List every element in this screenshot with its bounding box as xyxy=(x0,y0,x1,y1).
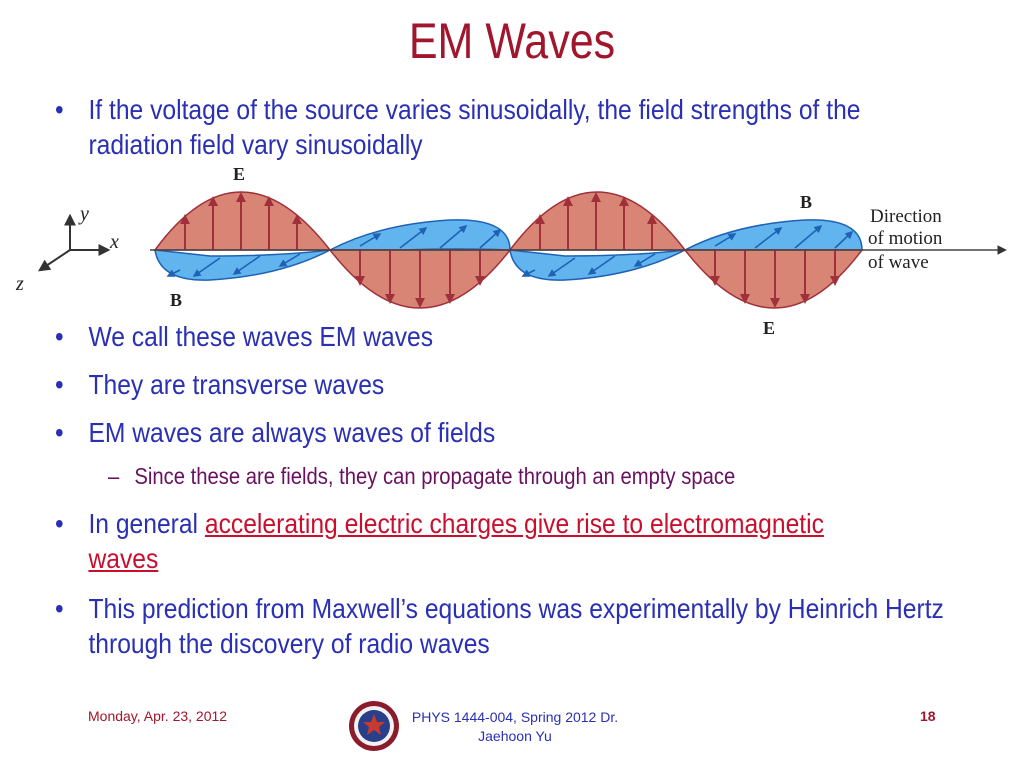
sub-bullet-empty-space: – Since these are fields, they can propa… xyxy=(108,462,970,490)
direction-label-2: of motion xyxy=(868,228,943,249)
axis-z-label: z xyxy=(15,273,24,295)
e-field-vectors xyxy=(180,192,840,308)
footer-course-line: PHYS 1444-004, Spring 2012 Dr. xyxy=(411,709,619,725)
label-b-bottom: B xyxy=(170,290,182,310)
bullet-marker: • xyxy=(55,508,64,539)
bullet-marker: • xyxy=(55,94,64,125)
axis-x-label: x xyxy=(109,231,119,253)
b-field-lobe-3 xyxy=(509,249,686,281)
bullet-text-fields: EM waves are always waves of fields xyxy=(88,417,496,448)
bullet-marker: • xyxy=(55,593,64,624)
university-seal-icon xyxy=(349,701,399,751)
direction-label-1: Direction xyxy=(870,206,942,227)
highlighted-phrase: accelerating electric charges give rise … xyxy=(88,508,824,574)
footer-page-number: 18 xyxy=(920,708,936,724)
bullet-marker: • xyxy=(55,369,64,400)
bullet-text-transverse: They are transverse waves xyxy=(88,369,385,400)
bullet-fields: • EM waves are always waves of fields xyxy=(55,415,882,450)
bullet-marker: • xyxy=(55,417,64,448)
bullet-maxwell: • This prediction from Maxwell’s equatio… xyxy=(55,591,953,661)
bullet-em-waves: • We call these waves EM waves xyxy=(55,319,882,354)
bullet-marker: • xyxy=(55,321,64,352)
e-field-lobe-1 xyxy=(153,191,332,251)
sub-bullet-text: Since these are fields, they can propaga… xyxy=(134,463,736,489)
bullet-transverse: • They are transverse waves xyxy=(55,367,882,402)
slide-title: EM Waves xyxy=(408,13,616,69)
direction-label-3: of wave xyxy=(868,252,929,273)
b-field-vectors xyxy=(166,224,854,277)
bullet-text-maxwell: This prediction from Maxwell’s equations… xyxy=(88,593,944,659)
sub-bullet-marker: – xyxy=(108,463,120,489)
b-field-lobe-4 xyxy=(684,219,863,251)
e-field-lobe-3 xyxy=(508,191,687,251)
label-e-top: E xyxy=(233,164,245,184)
axis-y-label: y xyxy=(78,203,89,225)
z-axis xyxy=(38,249,71,272)
bullet-accelerating: • In general accelerating electric charg… xyxy=(55,506,856,576)
label-e-bottom: E xyxy=(763,318,775,338)
bullet-voltage: • If the voltage of the source varies si… xyxy=(55,92,882,162)
footer-date: Monday, Apr. 23, 2012 xyxy=(88,708,228,724)
footer-instructor: Jaehoon Yu xyxy=(478,728,552,744)
footer-course: PHYS 1444-004, Spring 2012 Dr. Jaehoon Y… xyxy=(370,708,660,746)
em-wave-diagram: y x z xyxy=(15,164,1007,338)
bullet-text-accelerating: In general accelerating electric charges… xyxy=(88,506,855,576)
bullet-text-voltage: If the voltage of the source varies sinu… xyxy=(88,94,861,160)
label-b-top: B xyxy=(800,192,812,212)
bullet-prefix: In general xyxy=(88,508,205,539)
bullet-text-em-waves: We call these waves EM waves xyxy=(88,321,434,352)
